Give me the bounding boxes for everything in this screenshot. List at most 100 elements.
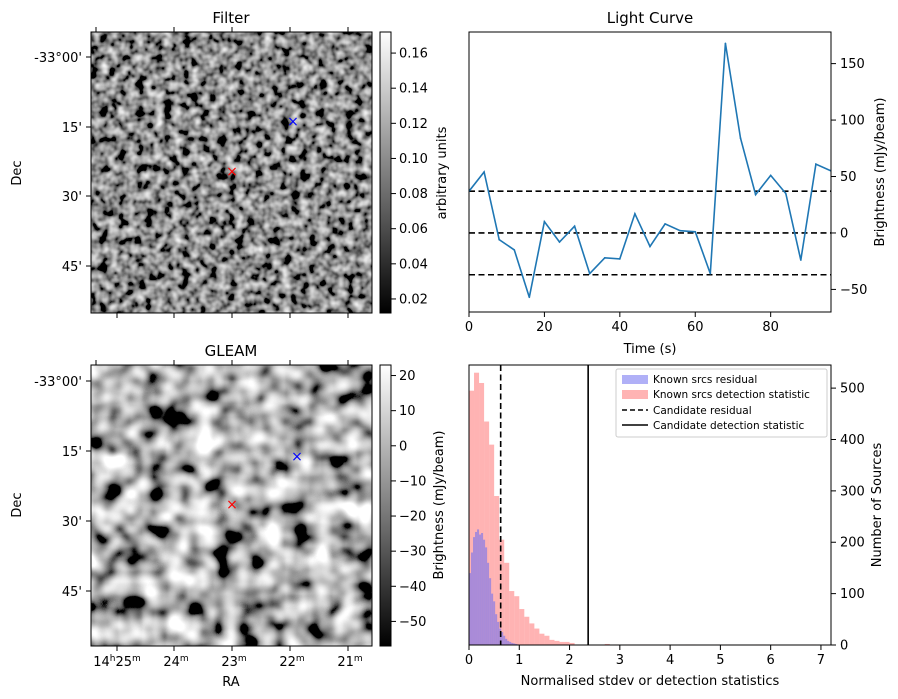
histogram-bar: [473, 537, 476, 645]
gleam-xtick-label: 14h25m: [93, 654, 141, 670]
light-curve-point: [754, 193, 757, 196]
gleam-xtick-label: 22m: [279, 654, 304, 670]
light-curve-point: [603, 257, 606, 259]
histogram-bar: [509, 641, 512, 645]
histogram-bar: [483, 539, 486, 645]
histogram-bar: [549, 639, 555, 645]
histogram-bar: [501, 632, 504, 645]
gleam-xaxis: 14h25m 24m 23m 22m 21m RA: [93, 360, 363, 690]
light-curve-point: [709, 272, 712, 275]
histogram-bar: [481, 533, 484, 645]
filter-ytick-label: 30': [62, 190, 82, 205]
light-curve-point: [724, 42, 727, 45]
histogram-ytick-label: 400: [840, 433, 865, 448]
light-curve-point: [558, 241, 561, 243]
light-curve-ytick-label: −50: [840, 283, 867, 298]
gleam-colorbar-tick-label: 10: [399, 404, 416, 419]
filter-known-marker: ×: [287, 114, 299, 130]
histogram-bar: [509, 591, 515, 645]
filter-colorbar-label: arbitrary units: [435, 126, 450, 219]
histogram-bar: [515, 643, 518, 645]
histogram-xtick-label: 1: [515, 653, 523, 668]
filter-yaxis: -33°00' 15' 30' 45' Dec: [10, 51, 91, 275]
histogram-bar: [544, 635, 550, 645]
gleam-ytick-label: 15': [62, 445, 82, 460]
histogram-bar: [524, 616, 530, 645]
light-curve-xtick-label: 40: [612, 320, 629, 335]
histogram-bar: [497, 621, 500, 645]
histogram-bar: [469, 390, 475, 645]
histogram-bar: [479, 382, 485, 645]
histogram-bar: [564, 641, 570, 645]
histogram-bar: [475, 531, 478, 645]
filter-colorbar-tick-label: 0.02: [399, 292, 428, 307]
histogram-bar: [507, 640, 510, 645]
histogram-bar: [513, 643, 516, 645]
histogram-xtick-label: 3: [616, 653, 624, 668]
gleam-colorbar-tick-label: −40: [399, 580, 426, 595]
filter-colorbar-tick-label: 0.16: [399, 47, 428, 62]
histogram-ytick-label: 300: [840, 484, 865, 499]
filter-colorbar-tick-label: 0.04: [399, 257, 428, 272]
histogram-ytick-label: 0: [840, 639, 848, 654]
light-curve-ytick-label: 0: [840, 226, 848, 241]
filter-colorbar-tick-label: 0.14: [399, 82, 428, 97]
histogram-bar: [539, 633, 545, 645]
gleam-xtick-label: 23m: [221, 654, 246, 670]
gleam-panel: GLEAM × × -33°00' 15' 30' 45' Dec: [10, 342, 447, 690]
filter-colorbar-tick-label: 0.06: [399, 222, 428, 237]
histogram-bar: [504, 562, 510, 645]
histogram-xtick-label: 0: [465, 653, 473, 668]
histogram-xtick-label: 4: [666, 653, 674, 668]
histogram-bar: [499, 539, 505, 645]
histogram-bar: [489, 578, 492, 645]
histogram-bar: [487, 562, 490, 645]
light-curve-point: [634, 212, 636, 215]
gleam-colorbar-tick-label: 0: [399, 439, 407, 454]
light-curve-point: [739, 137, 742, 139]
histogram-bar: [554, 640, 560, 645]
gleam-image: [91, 365, 372, 646]
histogram-bar: [503, 635, 506, 645]
filter-colorbar-tick-label: 0.08: [399, 187, 428, 202]
gleam-candidate-marker: ×: [226, 497, 238, 513]
gleam-colorbar-tick-label: 20: [399, 369, 416, 384]
filter-ytick-label: 15': [62, 121, 82, 136]
filter-xticks: [95, 27, 349, 318]
legend-label: Candidate residual: [653, 405, 752, 417]
histogram-bar: [514, 596, 520, 645]
gleam-colorbar-gradient: [380, 365, 391, 646]
histogram-bar: [474, 372, 480, 645]
histogram-ytick-label: 500: [840, 382, 865, 397]
histogram-bar: [494, 496, 500, 645]
filter-panel: Filter × × -33°00' 15' 30' 45' Dec: [10, 9, 450, 318]
light-curve-point: [619, 258, 621, 260]
gleam-yaxis: -33°00' 15' 30' 45' Dec: [10, 375, 91, 600]
histogram-ylabel: Number of Sources: [870, 443, 885, 568]
gleam-ytick-label: 30': [62, 515, 82, 530]
legend-label: Known srcs residual: [653, 374, 757, 386]
light-curve-xtick-label: 0: [465, 320, 473, 335]
gleam-colorbar-label: Brightness (mJy/beam): [432, 431, 447, 580]
light-curve-point: [784, 192, 787, 195]
filter-image: [91, 32, 372, 313]
legend-swatch-known-detection: [622, 390, 648, 399]
light-curve-frame: [468, 31, 832, 313]
filter-colorbar-gradient: [380, 32, 391, 313]
light-curve-point: [483, 171, 485, 173]
histogram-bar: [493, 601, 496, 645]
histogram-ytick-label: 100: [840, 587, 865, 602]
gleam-xtick-label: 21m: [337, 654, 362, 670]
light-curve-xtick-label: 80: [762, 320, 779, 335]
light-curve-point: [498, 238, 500, 241]
filter-ytick-label: -33°00': [34, 51, 82, 66]
light-curve-xtick-label: 20: [536, 320, 553, 335]
histogram-ytick-label: 200: [840, 536, 865, 551]
gleam-ylabel: Dec: [10, 492, 25, 517]
histogram-bar: [559, 641, 565, 645]
gleam-xlabel: RA: [222, 675, 240, 690]
histogram-bar: [529, 623, 535, 645]
gleam-colorbar-tick-label: −20: [399, 510, 426, 525]
filter-colorbar-tick-label: 0.10: [399, 152, 428, 167]
